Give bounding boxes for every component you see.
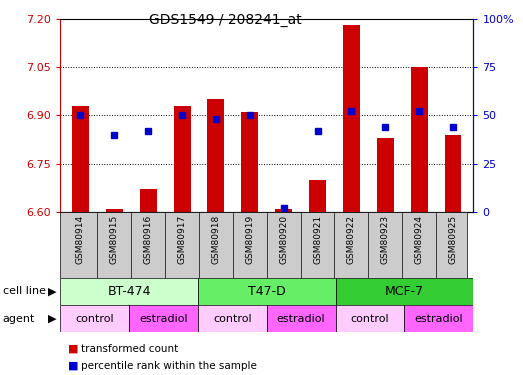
Bar <box>198 305 267 332</box>
Bar <box>411 67 428 212</box>
Bar <box>106 209 123 212</box>
Text: control: control <box>213 314 252 324</box>
Text: GSM80917: GSM80917 <box>178 215 187 264</box>
Text: GSM80915: GSM80915 <box>110 215 119 264</box>
Bar <box>208 99 224 212</box>
Text: percentile rank within the sample: percentile rank within the sample <box>81 361 257 371</box>
Text: ■: ■ <box>68 344 78 354</box>
Bar <box>336 278 473 305</box>
Bar <box>60 278 198 305</box>
Text: ▶: ▶ <box>48 286 56 296</box>
Bar <box>445 135 461 212</box>
Bar <box>241 112 258 212</box>
Bar <box>275 209 292 212</box>
Text: estradiol: estradiol <box>415 314 463 324</box>
Text: transformed count: transformed count <box>81 344 178 354</box>
Text: GSM80920: GSM80920 <box>279 215 288 264</box>
Text: GSM80922: GSM80922 <box>347 215 356 264</box>
Text: MCF-7: MCF-7 <box>385 285 424 298</box>
Text: agent: agent <box>3 314 35 324</box>
Text: GDS1549 / 208241_at: GDS1549 / 208241_at <box>149 13 301 27</box>
Text: GSM80919: GSM80919 <box>245 215 254 264</box>
Text: cell line: cell line <box>3 286 46 296</box>
Bar <box>404 305 473 332</box>
Bar <box>72 106 89 212</box>
Text: GSM80916: GSM80916 <box>144 215 153 264</box>
Bar <box>198 278 336 305</box>
Text: BT-474: BT-474 <box>107 285 151 298</box>
Text: GSM80914: GSM80914 <box>76 215 85 264</box>
Bar <box>174 106 190 212</box>
Text: GSM80925: GSM80925 <box>449 215 458 264</box>
Bar <box>140 189 157 212</box>
Text: T47-D: T47-D <box>248 285 286 298</box>
Text: control: control <box>75 314 114 324</box>
Text: GSM80921: GSM80921 <box>313 215 322 264</box>
Text: control: control <box>351 314 389 324</box>
Text: estradiol: estradiol <box>139 314 188 324</box>
Bar <box>336 305 404 332</box>
Text: ■: ■ <box>68 361 78 371</box>
Bar <box>60 305 129 332</box>
Bar <box>377 138 394 212</box>
Bar <box>267 305 336 332</box>
Text: GSM80924: GSM80924 <box>415 215 424 264</box>
Bar <box>129 305 198 332</box>
Text: ▶: ▶ <box>48 314 56 324</box>
Text: GSM80918: GSM80918 <box>211 215 220 264</box>
Bar <box>309 180 326 212</box>
Text: estradiol: estradiol <box>277 314 325 324</box>
Text: GSM80923: GSM80923 <box>381 215 390 264</box>
Bar <box>343 25 360 212</box>
